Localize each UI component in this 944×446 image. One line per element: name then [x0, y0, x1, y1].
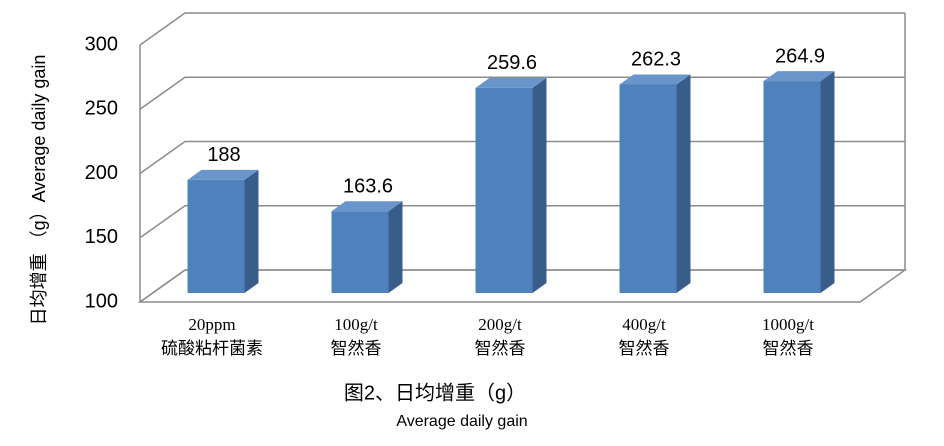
bar-side	[820, 71, 835, 293]
bar-side	[676, 74, 691, 293]
y-tick-label: 150	[85, 226, 118, 248]
value-label: 264.9	[775, 45, 825, 67]
bar-top	[331, 201, 403, 212]
x-tick-label: 1000g/t	[762, 315, 814, 334]
chart-subtitle: Average daily gain	[396, 413, 527, 430]
x-tick-label: 智然香	[331, 339, 382, 358]
bar-top	[619, 74, 691, 85]
y-tick-label: 250	[85, 98, 118, 120]
grid-line	[139, 12, 905, 46]
x-tick-label: 20ppm	[188, 315, 235, 334]
value-label: 163.6	[343, 176, 393, 198]
bar	[763, 81, 821, 293]
bar	[187, 179, 245, 293]
x-tick-label: 200g/t	[478, 315, 522, 334]
value-label: 188	[207, 144, 240, 166]
x-tick-label: 智然香	[763, 339, 814, 358]
x-tick-label: 智然香	[475, 339, 526, 358]
chart-title: 图2、日均增重（g）	[344, 381, 526, 404]
bar	[619, 84, 677, 294]
y-axis-label: 日均增重 （g）Average daily gain	[29, 55, 49, 326]
bar-top	[475, 77, 547, 88]
bar-top	[187, 169, 259, 180]
bar	[331, 211, 389, 293]
y-tick-label: 100	[85, 290, 118, 312]
bar-top	[763, 71, 835, 82]
bar-side	[388, 201, 403, 293]
x-tick-label: 100g/t	[334, 315, 378, 334]
bar-side	[532, 77, 547, 293]
y-tick-label: 300	[85, 33, 118, 55]
bar	[475, 87, 533, 293]
value-label: 259.6	[487, 52, 537, 74]
x-tick-label: 智然香	[619, 339, 670, 358]
x-tick-label: 400g/t	[622, 315, 666, 334]
value-label: 262.3	[631, 49, 681, 71]
bar-side	[244, 169, 259, 293]
y-tick-label: 200	[85, 162, 118, 184]
x-tick-label: 硫酸粘杆菌素	[161, 339, 263, 358]
